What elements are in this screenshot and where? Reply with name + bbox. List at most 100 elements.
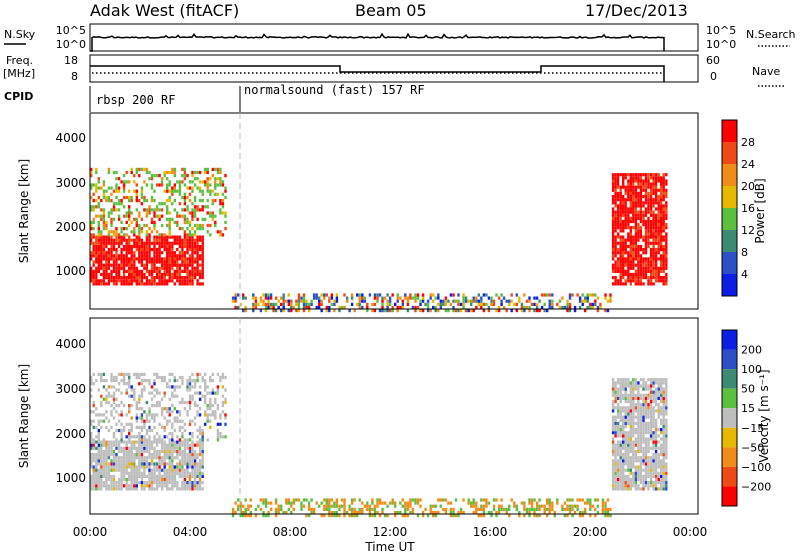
- scatter-cell: [624, 173, 627, 177]
- scatter-cell: [115, 208, 118, 212]
- scatter-cell: [201, 244, 204, 249]
- scatter-cell: [657, 173, 660, 177]
- scatter-cell: [135, 220, 138, 224]
- scatter-cell: [183, 468, 187, 472]
- scatter-cell: [209, 177, 212, 181]
- scatter-cell: [300, 299, 303, 303]
- scatter-cell: [150, 195, 154, 200]
- scatter-cell: [112, 263, 116, 267]
- scatter-cell: [196, 223, 199, 228]
- scatter-cell: [193, 385, 197, 389]
- scatter-cell: [647, 443, 650, 447]
- scatter-cell: [173, 254, 176, 258]
- scatter-cell: [176, 211, 179, 215]
- scatter-cell: [302, 302, 306, 306]
- scatter-cell: [115, 170, 118, 175]
- scatter-cell: [665, 462, 668, 466]
- scatter-cell: [330, 498, 334, 502]
- scatter-cell: [644, 179, 648, 183]
- scatter-cell: [647, 257, 650, 261]
- scatter-cell: [181, 397, 184, 401]
- scatter-cell: [150, 413, 154, 417]
- scatter-cell: [647, 226, 650, 230]
- scatter-cell: [140, 241, 144, 245]
- scatter-cell: [657, 477, 660, 482]
- scatter-cell: [181, 432, 184, 436]
- colorbar-tick: 12: [741, 224, 755, 237]
- scatter-cell: [622, 487, 625, 491]
- scatter-cell: [647, 269, 650, 273]
- scatter-cell: [105, 220, 108, 224]
- scatter-cell: [125, 260, 128, 264]
- colorbar-swatch: [722, 466, 737, 487]
- scatter-cell: [654, 440, 658, 444]
- scatter-cell: [95, 477, 98, 482]
- scatter-cell: [657, 393, 660, 397]
- scatter-cell: [102, 474, 106, 478]
- scatter-cell: [107, 241, 111, 245]
- scatter-cell: [480, 514, 483, 518]
- scatter-cell: [95, 487, 98, 491]
- scatter-cell: [138, 471, 141, 475]
- scatter-cell: [191, 233, 194, 237]
- scatter-cell: [396, 510, 399, 515]
- scatter-cell: [168, 263, 171, 267]
- scatter-cell: [214, 413, 217, 417]
- scatter-cell: [143, 419, 146, 423]
- scatter-cell: [660, 207, 663, 211]
- scatter-cell: [267, 302, 270, 306]
- scatter-cell: [629, 449, 632, 454]
- scatter-cell: [102, 238, 106, 242]
- scatter-cell: [198, 248, 202, 252]
- scatter-cell: [97, 279, 100, 283]
- scatter-cell: [173, 428, 176, 433]
- scatter-cell: [160, 257, 164, 261]
- scatter-cell: [178, 282, 182, 286]
- scatter-cell: [138, 230, 141, 234]
- scatter-cell: [622, 195, 625, 199]
- colorbar-tick: 200: [741, 344, 762, 357]
- scatter-cell: [105, 254, 108, 258]
- scatter-cell: [378, 309, 382, 313]
- scatter-cell: [90, 477, 93, 482]
- scatter-cell: [497, 305, 501, 310]
- scatter-cell: [193, 269, 197, 273]
- scatter-cell: [100, 260, 103, 264]
- scatter-cell: [622, 176, 625, 180]
- scatter-cell: [629, 266, 632, 270]
- scatter-cell: [335, 510, 339, 515]
- scatter-cell: [660, 431, 663, 435]
- scatter-cell: [216, 167, 220, 171]
- scatter-cell: [196, 238, 199, 242]
- scatter-cell: [138, 223, 141, 228]
- scatter-cell: [634, 378, 638, 382]
- scatter-cell: [556, 501, 559, 505]
- scatter-cell: [467, 309, 470, 313]
- scatter-cell: [619, 260, 622, 264]
- scatter-cell: [624, 272, 627, 277]
- scatter-cell: [201, 432, 204, 436]
- scatter-cell: [472, 498, 475, 502]
- scatter-cell: [611, 459, 615, 463]
- scatter-cell: [138, 233, 141, 237]
- scatter-cell: [652, 191, 655, 195]
- scatter-cell: [411, 498, 415, 502]
- scatter-cell: [282, 510, 285, 515]
- scatter-cell: [649, 477, 653, 482]
- scatter-cell: [183, 244, 187, 249]
- scatter-cell: [657, 412, 660, 416]
- scatter-cell: [452, 514, 455, 518]
- scatter-cell: [404, 296, 407, 300]
- scatter-cell: [168, 248, 171, 252]
- scatter-cell: [381, 510, 384, 515]
- scatter-cell: [155, 272, 159, 277]
- scatter-cell: [652, 481, 655, 485]
- scatter-cell: [388, 302, 392, 306]
- scatter-cell: [234, 305, 237, 310]
- scatter-cell: [644, 440, 648, 444]
- scatter-cell: [654, 260, 658, 264]
- scatter-cell: [611, 390, 615, 394]
- scatter-cell: [160, 484, 164, 488]
- scatter-cell: [97, 487, 100, 491]
- scatter-cell: [297, 302, 301, 306]
